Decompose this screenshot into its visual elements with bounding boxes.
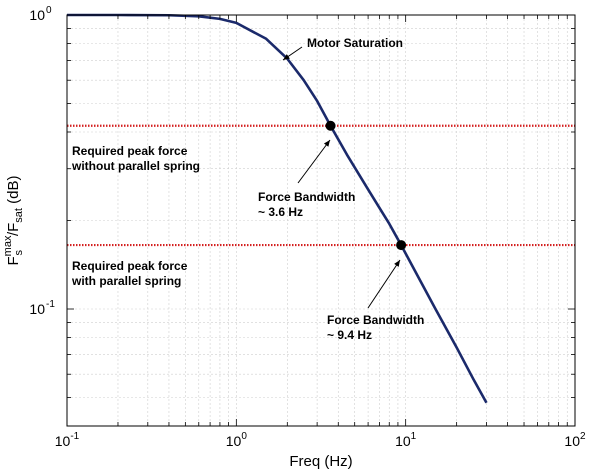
annotations: Required peak force without parallel spri… (71, 36, 424, 342)
x-tick-label: 10-1 (55, 431, 80, 449)
required-force-label: Required peak force without parallel spri… (71, 144, 200, 173)
y-label-sep: /F (5, 223, 22, 236)
reference-lines (67, 124, 575, 247)
x-tick-base: 10 (55, 433, 71, 449)
data-points (325, 120, 407, 251)
grid (66, 15, 575, 427)
force-bandwidth-label-line: Force Bandwidth (258, 190, 355, 204)
force-bandwidth-label-line: ~ 3.6 Hz (258, 205, 303, 219)
y-tick-exponent: 0 (46, 5, 52, 16)
x-tick-exponent: 0 (241, 431, 247, 442)
y-tick-label: 10 (29, 7, 45, 23)
force-bandwidth-label-line: ~ 9.4 Hz (327, 328, 372, 342)
x-tick-label: 101 (395, 431, 417, 449)
motor-saturation-line (67, 13, 488, 404)
series-group (67, 13, 488, 404)
x-tick-base: 10 (564, 433, 580, 449)
x-tick-exponent: 2 (580, 431, 586, 442)
force-bandwidth-label: Force Bandwidth ~ 3.6 Hz (258, 190, 355, 219)
y-label-sub2: sat (13, 208, 25, 223)
x-tick-label: 100 (226, 431, 248, 449)
y-tick-base: 10 (29, 7, 45, 23)
annotation-arrow (297, 139, 331, 184)
x-tick-base: 10 (226, 433, 242, 449)
required-force-label: Required peak force with parallel spring (71, 259, 188, 288)
y-axis-label: Fmaxs/Fsat (dB) (2, 176, 25, 266)
y-tick-label: 10 (29, 301, 45, 317)
motor-saturation-label: Motor Saturation (307, 36, 403, 50)
y-label-main: F (5, 256, 22, 265)
force-bandwidth-label-line: Force Bandwidth (327, 313, 424, 327)
arrow-head (394, 260, 400, 267)
y-tick-exponent: -1 (46, 299, 55, 310)
y-label-sub: s (13, 250, 25, 256)
annotation-arrow (367, 259, 401, 309)
required-force-label-line: without parallel spring (71, 159, 200, 173)
x-tick-label: 102 (564, 431, 586, 449)
arrow-head (283, 54, 290, 60)
x-tick-exponent: -1 (70, 431, 79, 442)
arrow-head (323, 140, 330, 147)
x-tick-base: 10 (395, 433, 411, 449)
required-force-label-line: with parallel spring (71, 274, 181, 288)
required-force-label-line: Required peak force (72, 259, 188, 273)
x-tick-exponent: 1 (411, 431, 417, 442)
bandwidth-point (325, 120, 336, 131)
y-label-sup: max (2, 235, 14, 256)
y-tick-base: 10 (29, 301, 45, 317)
x-axis-label: Freq (Hz) (289, 453, 352, 470)
required-force-label-line: Required peak force (72, 144, 188, 158)
tick-marks (66, 15, 575, 427)
bandwidth-point (396, 240, 407, 251)
y-label-unit: (dB) (5, 176, 22, 209)
force-bandwidth-label: Force Bandwidth ~ 9.4 Hz (327, 313, 424, 342)
x-tick-labels: 10-1 100 101 102 (55, 431, 586, 449)
